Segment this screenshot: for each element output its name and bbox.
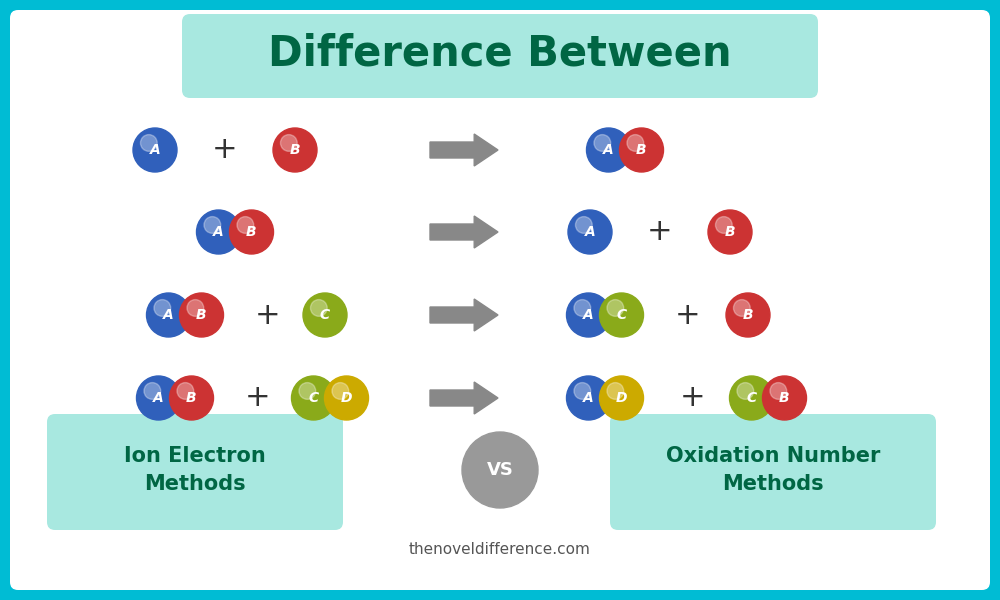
Text: B: B [779,391,790,405]
Circle shape [733,299,750,316]
Text: Oxidation Number
Methods: Oxidation Number Methods [666,446,880,494]
Circle shape [730,376,774,420]
Circle shape [737,383,754,400]
Circle shape [170,376,214,420]
Circle shape [280,134,297,151]
Text: B: B [186,391,197,405]
Circle shape [607,383,624,400]
Circle shape [204,217,221,233]
Circle shape [196,210,240,254]
Circle shape [237,217,254,233]
Text: Ion Electron
Methods: Ion Electron Methods [124,446,266,494]
Text: +: + [212,136,238,164]
Text: C: C [308,391,319,405]
FancyArrow shape [430,299,498,331]
Text: Difference Between: Difference Between [268,33,732,75]
Circle shape [568,210,612,254]
FancyBboxPatch shape [182,14,818,98]
FancyBboxPatch shape [10,10,990,590]
Text: +: + [680,383,706,413]
Text: D: D [616,391,627,405]
Text: C: C [746,391,757,405]
Text: A: A [583,391,594,405]
Circle shape [575,217,592,233]
Circle shape [144,383,161,400]
FancyArrow shape [430,382,498,414]
Text: A: A [213,225,224,239]
Text: A: A [603,143,614,157]
Circle shape [136,376,180,420]
Circle shape [332,383,349,400]
Circle shape [324,376,368,420]
Text: A: A [153,391,164,405]
Circle shape [146,293,190,337]
Text: B: B [246,225,257,239]
Circle shape [180,293,224,337]
FancyArrow shape [430,216,498,248]
Circle shape [230,210,274,254]
Circle shape [600,376,644,420]
Text: +: + [245,383,271,413]
Circle shape [607,299,624,316]
FancyBboxPatch shape [47,414,343,530]
Circle shape [310,299,327,316]
Text: A: A [150,143,160,157]
Circle shape [303,293,347,337]
Circle shape [574,299,591,316]
FancyArrow shape [430,134,498,166]
Text: +: + [255,301,281,329]
Text: B: B [636,143,647,157]
Circle shape [715,217,732,233]
Circle shape [177,383,194,400]
Circle shape [620,128,664,172]
Circle shape [770,383,787,400]
Circle shape [187,299,204,316]
Text: A: A [163,308,174,322]
FancyBboxPatch shape [610,414,936,530]
Circle shape [708,210,752,254]
Circle shape [627,134,644,151]
Text: A: A [585,225,595,239]
Circle shape [292,376,336,420]
Text: thenoveldifference.com: thenoveldifference.com [409,542,591,557]
Text: C: C [320,308,330,322]
Text: B: B [743,308,753,322]
Circle shape [154,299,171,316]
Circle shape [726,293,770,337]
Circle shape [140,134,157,151]
Text: VS: VS [487,461,513,479]
Text: +: + [647,217,673,247]
Circle shape [462,432,538,508]
Circle shape [273,128,317,172]
Text: B: B [725,225,735,239]
Text: +: + [675,301,701,329]
Text: D: D [341,391,352,405]
Circle shape [566,293,610,337]
Circle shape [600,293,644,337]
Circle shape [299,383,316,400]
Circle shape [566,376,610,420]
Circle shape [586,128,631,172]
Text: C: C [616,308,627,322]
Circle shape [594,134,611,151]
Circle shape [574,383,591,400]
Text: B: B [290,143,300,157]
Text: B: B [196,308,207,322]
Text: A: A [583,308,594,322]
Circle shape [133,128,177,172]
Circle shape [763,376,806,420]
